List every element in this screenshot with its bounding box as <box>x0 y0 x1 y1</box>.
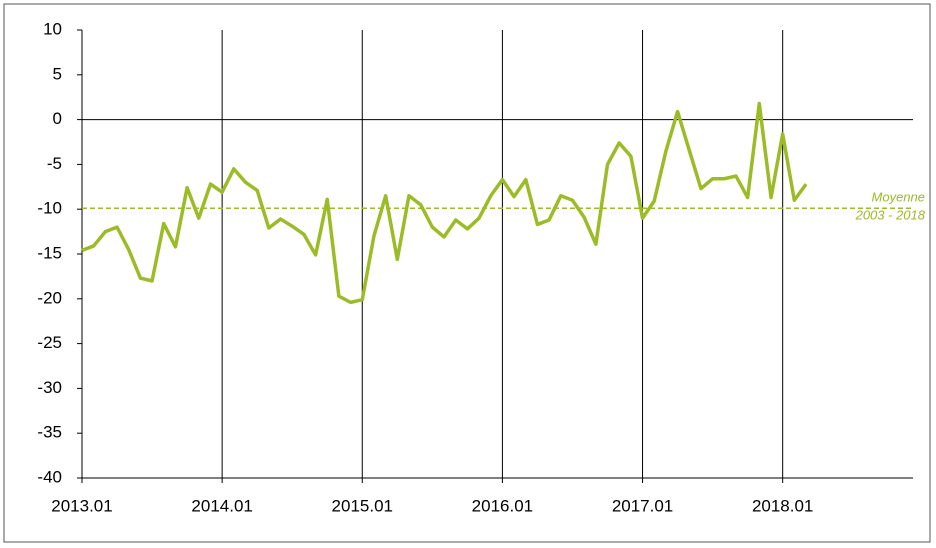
y-tick-label: -5 <box>47 154 62 173</box>
y-tick-label: -25 <box>37 333 62 352</box>
y-tick-label: -10 <box>37 199 62 218</box>
mean-label: Moyenne <box>872 190 925 205</box>
y-tick-label: -20 <box>37 288 62 307</box>
x-tick-label: 2014.01 <box>191 496 252 515</box>
y-tick-label: 10 <box>43 19 62 38</box>
frame <box>3 3 931 543</box>
y-tick-label: 5 <box>53 64 62 83</box>
y-tick-label: -15 <box>37 243 62 262</box>
y-tick-label: -40 <box>37 467 62 486</box>
y-tick-label: -35 <box>37 423 62 442</box>
x-tick-label: 2015.01 <box>332 496 393 515</box>
data-line <box>81 101 808 305</box>
x-tick-label: 2016.01 <box>472 496 533 515</box>
y-tick-label: -30 <box>37 378 62 397</box>
x-tick-label: 2013.01 <box>51 496 112 515</box>
mean-label: 2003 - 2018 <box>855 208 926 223</box>
x-tick-label: 2018.01 <box>752 496 813 515</box>
x-tick-label: 2017.01 <box>612 496 673 515</box>
y-tick-label: 0 <box>53 109 62 128</box>
